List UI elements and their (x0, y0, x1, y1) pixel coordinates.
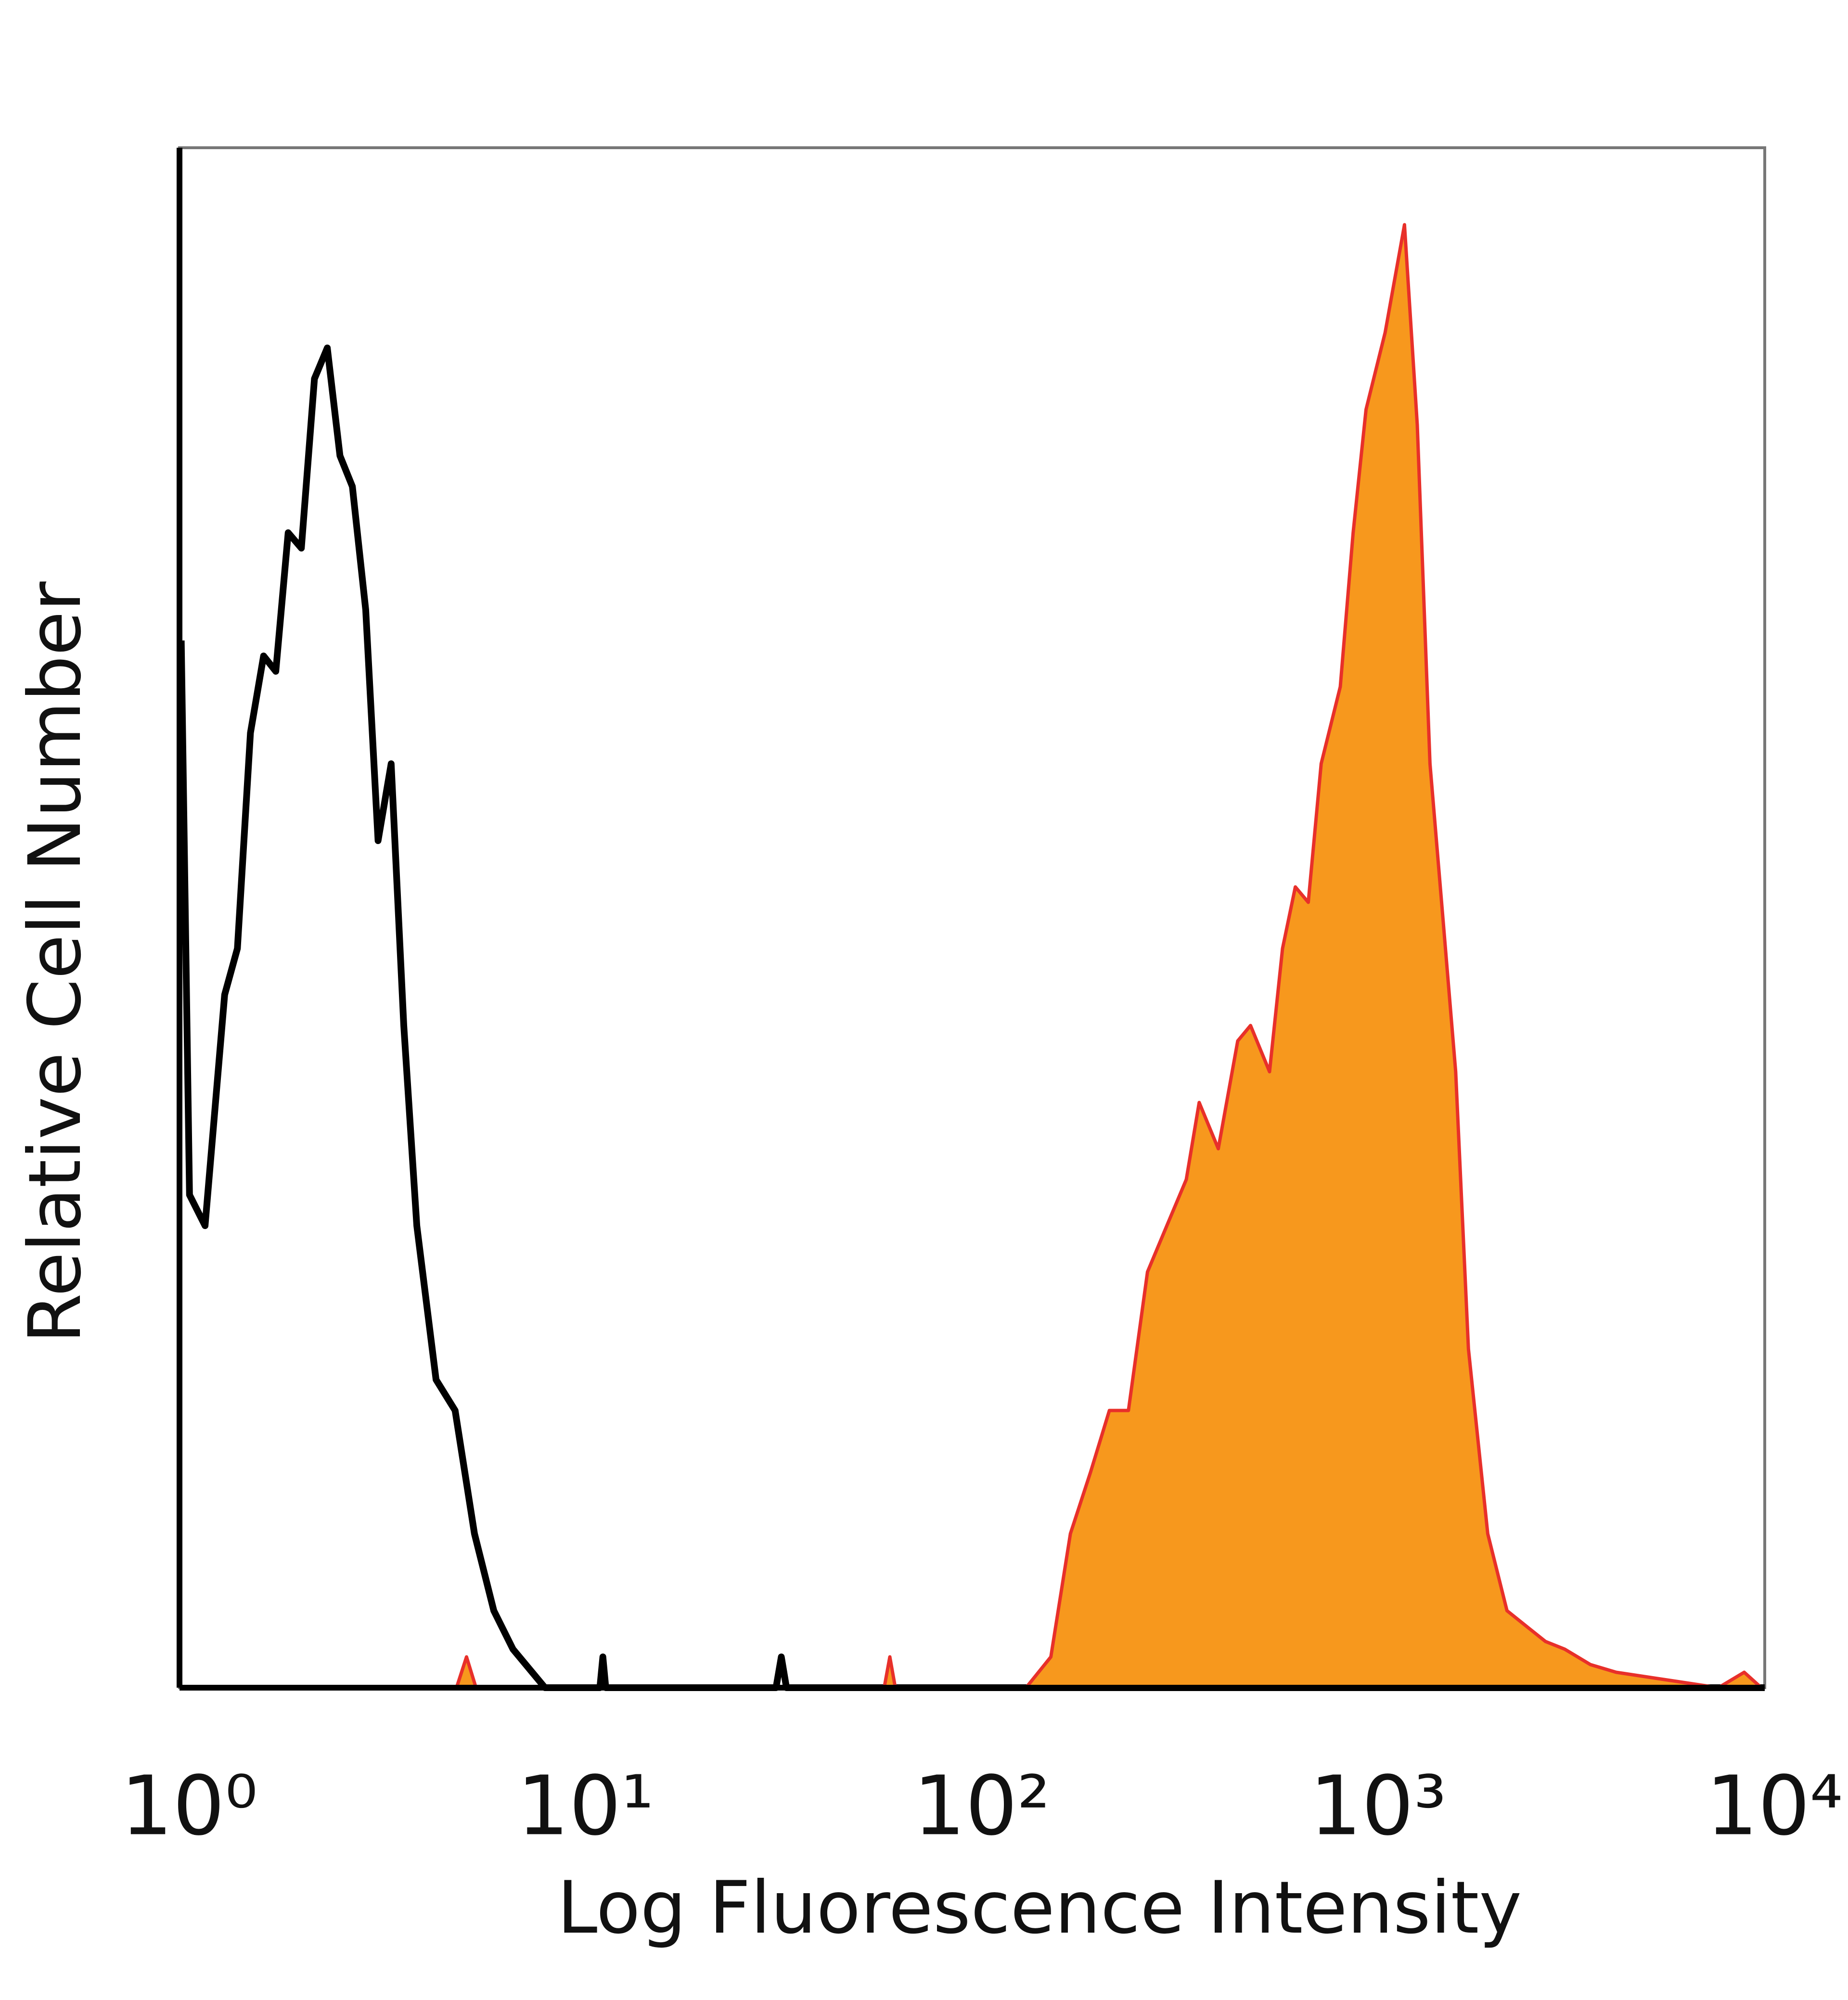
histogram-line (180, 223, 1763, 1690)
y-axis-label: Relative Cell Number (13, 581, 97, 1344)
x-axis-label: Log Fluorescence Intensity (557, 1866, 1522, 1950)
x-tick-label: 10⁴ (1706, 1758, 1843, 1854)
x-tick-label: 10² (913, 1758, 1050, 1854)
plot-frame (178, 146, 1766, 1689)
x-tick-label: 10¹ (517, 1758, 654, 1854)
histogram-area (180, 225, 1761, 1688)
x-tick-label: 10³ (1309, 1758, 1446, 1854)
x-tick-label: 10⁰ (121, 1758, 257, 1854)
histogram-line (178, 345, 1765, 1691)
